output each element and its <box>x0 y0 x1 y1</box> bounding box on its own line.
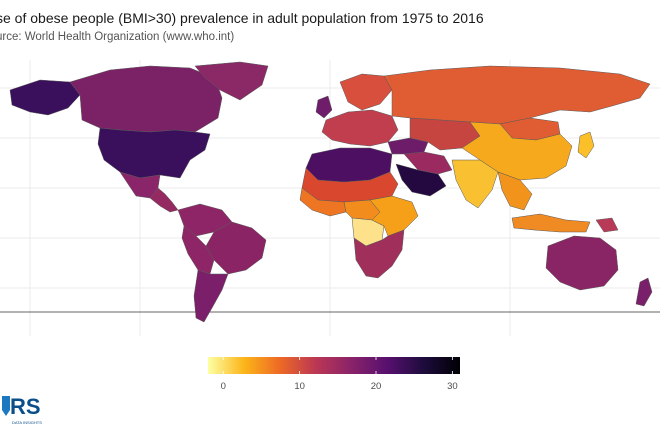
region-china <box>461 121 573 181</box>
region-japan <box>577 131 595 159</box>
region-india <box>451 159 499 209</box>
map-subtitle: urce: World Health Organization (www.who… <box>0 31 235 43</box>
region-southern-africa <box>353 229 405 279</box>
region-central-america <box>149 187 179 213</box>
region-west-africa <box>299 187 347 217</box>
legend-gradient-bar <box>208 357 460 374</box>
map-title: se of obese people (BMI>30) prevalence i… <box>0 10 484 26</box>
logo: RS DATA INSIGHTS <box>2 394 42 425</box>
region-canada <box>69 65 223 133</box>
region-new-zealand <box>635 277 653 307</box>
region-indonesia <box>511 213 591 233</box>
region-arabia <box>395 163 447 197</box>
legend-tick-label: 10 <box>294 381 305 392</box>
region-usa <box>97 127 211 179</box>
region-greenland <box>194 61 269 101</box>
region-russia <box>383 65 651 125</box>
legend-tick-label: 30 <box>447 381 458 392</box>
logo-pin-icon <box>2 396 10 416</box>
logo-tagline: DATA INSIGHTS <box>12 420 42 425</box>
region-png <box>595 217 619 233</box>
region-southeast-asia <box>497 171 533 211</box>
region-australia <box>545 235 619 291</box>
region-uk <box>315 95 333 119</box>
legend-colorbar: 0 10 20 30 <box>208 357 460 392</box>
region-europe <box>321 109 399 147</box>
region-alaska <box>9 79 81 116</box>
region-scandinavia <box>339 73 393 111</box>
legend-tick-label: 0 <box>221 381 226 392</box>
region-argentina <box>193 269 229 323</box>
world-map <box>0 60 660 336</box>
legend-tick-label: 20 <box>371 381 382 392</box>
logo-text: RS <box>10 394 41 419</box>
